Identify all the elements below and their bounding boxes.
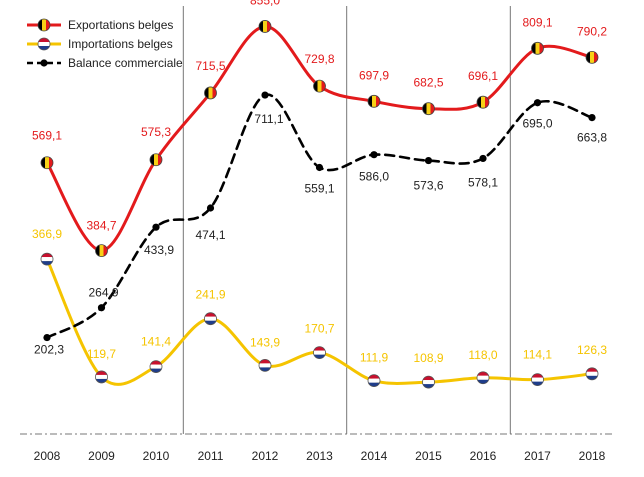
data-label: 118,0 [468, 348, 497, 362]
data-label: 809,1 [522, 15, 552, 29]
data-label: 682,5 [413, 76, 443, 90]
dutch-flag-marker-icon [313, 346, 326, 360]
belgian-flag-marker-icon [531, 41, 544, 55]
data-label: 202,3 [34, 343, 64, 357]
balance-point [370, 151, 378, 159]
x-tick-label: 2013 [306, 449, 333, 463]
x-tick-label: 2008 [34, 449, 61, 463]
balance-point [424, 156, 433, 165]
data-labels: 569,1 384,7 575,3 715,5 855,0 729,8 697,9 682,5… [32, 0, 607, 365]
legend: Exportations belges Importations belges Ba… [27, 18, 183, 70]
legend-item-exportations-belges: Exportations belges [27, 18, 173, 32]
data-label: 715,5 [195, 59, 225, 73]
data-label: 559,1 [304, 181, 334, 195]
x-tick-label: 2018 [579, 449, 606, 463]
balance-point [533, 99, 542, 107]
x-axis: 2008 2009 2010 2011 2012 2013 2014 2015 2016 2017… [20, 433, 612, 463]
legend-dutch-flag-icon [37, 37, 51, 51]
balance-point [152, 223, 160, 231]
x-tick-label: 2017 [524, 449, 551, 463]
data-label: 141,4 [141, 335, 171, 349]
belgian-flag-marker-icon [476, 95, 490, 109]
dutch-flag-marker-icon [531, 373, 544, 387]
belgian-flag-marker-icon [204, 86, 217, 100]
data-label: 108,9 [413, 351, 443, 365]
x-tick-label: 2015 [415, 449, 442, 463]
balance-point [97, 304, 106, 312]
x-tick-label: 2011 [198, 449, 224, 463]
balance-point [315, 163, 324, 172]
legend-item-importations-belges: Importations belges [27, 37, 173, 51]
data-label: 114,1 [523, 348, 552, 362]
dutch-flag-marker-icon [422, 375, 435, 389]
data-label: 433,9 [144, 243, 174, 257]
legend-label: Importations belges [68, 37, 173, 51]
x-tick-label: 2014 [361, 449, 388, 463]
period-separators [182, 6, 511, 434]
data-label: 711,1 [254, 112, 283, 126]
data-label: 695,0 [522, 117, 552, 131]
balance-point [206, 204, 215, 212]
data-label: 855,0 [250, 0, 280, 7]
data-label: 126,3 [577, 343, 607, 357]
belgian-flag-marker-icon [258, 20, 272, 33]
x-tick-label: 2016 [470, 449, 497, 463]
data-label: 697,9 [359, 68, 389, 82]
x-tick-label: 2010 [143, 449, 170, 463]
dutch-flag-marker-icon [95, 370, 108, 384]
legend-item-balance-commerciale: Balance commerciale [27, 56, 183, 70]
belgian-flag-marker-icon [149, 153, 163, 167]
series-line-exportations-belges [45, 24, 594, 253]
data-label: 569,1 [32, 129, 62, 143]
data-label: 586,0 [359, 170, 389, 184]
dutch-flag-marker-icon [149, 360, 163, 373]
data-label: 143,9 [250, 335, 280, 349]
data-label: 119,7 [87, 347, 116, 361]
dutch-flag-marker-icon [585, 367, 599, 381]
data-label: 111,9 [360, 351, 389, 365]
data-label: 729,8 [304, 52, 334, 66]
legend-label: Exportations belges [68, 18, 173, 32]
x-tick-label: 2009 [88, 449, 115, 463]
data-label: 790,2 [577, 24, 607, 38]
dutch-flag-marker-icon [367, 374, 381, 388]
data-label: 264,9 [88, 286, 118, 300]
data-label: 573,6 [413, 179, 443, 193]
belgian-flag-marker-icon [367, 94, 381, 108]
belgian-flag-marker-icon [422, 102, 435, 116]
series-markers [40, 20, 599, 389]
legend-belgian-flag-icon [37, 18, 51, 32]
data-label: 575,3 [141, 125, 171, 139]
dutch-flag-marker-icon [204, 312, 217, 326]
balance-point [261, 91, 269, 99]
data-label: 663,8 [577, 131, 607, 145]
belgian-flag-marker-icon [313, 79, 326, 93]
belgian-flag-marker-icon [95, 244, 108, 258]
legend-label: Balance commerciale [68, 56, 183, 70]
belgian-flag-marker-icon [40, 156, 54, 170]
x-tick-label: 2012 [252, 449, 279, 463]
dutch-flag-marker-icon [40, 252, 54, 266]
data-label: 578,1 [468, 175, 498, 189]
dutch-flag-marker-icon [258, 359, 272, 372]
belgian-flag-marker-icon [585, 50, 599, 64]
balance-point [588, 113, 596, 122]
data-label: 696,1 [468, 69, 498, 83]
data-label: 241,9 [195, 288, 225, 302]
series-line-balance-commerciale [45, 93, 594, 339]
balance-point [479, 154, 487, 163]
balance-point [43, 333, 51, 342]
dutch-flag-marker-icon [476, 371, 490, 385]
legend-dot-icon [40, 59, 48, 67]
data-label: 474,1 [195, 228, 225, 242]
data-label: 170,7 [304, 322, 334, 336]
data-label: 384,7 [86, 219, 116, 233]
data-label: 366,9 [32, 227, 62, 241]
